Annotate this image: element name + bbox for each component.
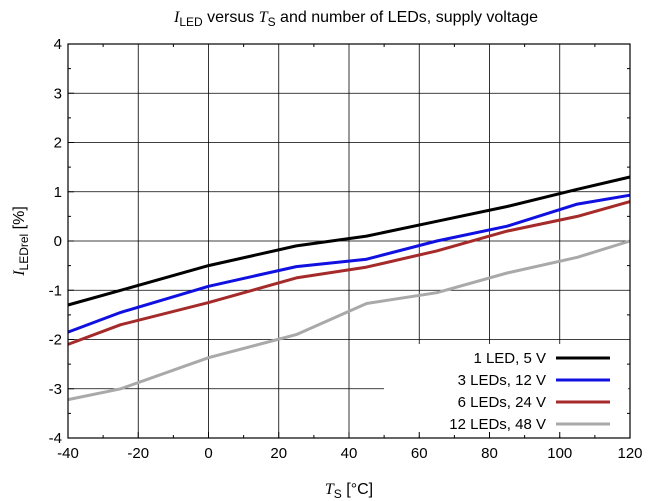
title-subscript-led: LED xyxy=(179,15,203,29)
legend-label-4: 12 LEDs, 48 V xyxy=(449,416,546,433)
y-tick-label: 4 xyxy=(54,36,62,53)
title-subscript-s: S xyxy=(268,15,276,29)
y-axis-title: ILEDrel [%] xyxy=(11,206,31,277)
x-axis-subscript: S xyxy=(334,487,342,501)
y-tick-label: 0 xyxy=(54,233,62,250)
y-tick-label: -4 xyxy=(49,430,62,447)
legend-label-1: 1 LED, 5 V xyxy=(473,350,546,367)
y-tick-label: 3 xyxy=(54,85,62,102)
series-line-2 xyxy=(67,193,631,334)
series-line-3 xyxy=(67,200,631,346)
tick-labels: -40 -20 0 20 40 60 80 100 120 -4 -3 -2 -1 0 1 2 3 4 xyxy=(49,36,643,462)
y-tick-label: 2 xyxy=(54,135,62,152)
y-tick-label: -2 xyxy=(49,332,62,349)
x-tick-label: -20 xyxy=(127,445,149,462)
grid xyxy=(68,44,630,438)
y-axis-unit: [%] xyxy=(11,206,28,234)
title-tail: and number of LEDs, supply voltage xyxy=(276,9,538,26)
legend-label-2: 3 LEDs, 12 V xyxy=(458,372,546,389)
legend-label-3: 6 LEDs, 24 V xyxy=(458,394,546,411)
series-line-1 xyxy=(67,175,631,307)
y-tick-label: 1 xyxy=(54,184,62,201)
y-tick-label: -3 xyxy=(49,381,62,398)
x-tick-label: 100 xyxy=(547,445,572,462)
title-middle: versus xyxy=(203,9,259,26)
chart-title: ILED versus TS and number of LEDs, suppl… xyxy=(173,9,538,29)
x-tick-label: 40 xyxy=(341,445,358,462)
x-tick-label: 60 xyxy=(411,445,428,462)
title-symbol-i: I xyxy=(173,9,180,26)
x-tick-label: 20 xyxy=(270,445,287,462)
legend: 1 LED, 5 V 3 LEDs, 12 V 6 LEDs, 24 V 12 LED… xyxy=(449,350,610,433)
y-axis-subscript: LEDrel xyxy=(17,234,31,271)
x-tick-label: 0 xyxy=(204,445,212,462)
x-tick-label: 120 xyxy=(617,445,642,462)
x-axis-title: TS [°C] xyxy=(325,481,373,501)
series-lines xyxy=(67,175,631,402)
x-tick-label: -40 xyxy=(57,445,79,462)
title-symbol-t: T xyxy=(259,9,269,26)
plot-frame xyxy=(67,43,631,439)
x-axis-unit: [°C] xyxy=(342,481,373,498)
x-tick-label: 80 xyxy=(481,445,498,462)
x-axis-symbol: T xyxy=(325,481,335,498)
y-tick-label: -1 xyxy=(49,282,62,299)
series-line-4 xyxy=(67,239,631,402)
y-axis-symbol: I xyxy=(11,270,28,277)
